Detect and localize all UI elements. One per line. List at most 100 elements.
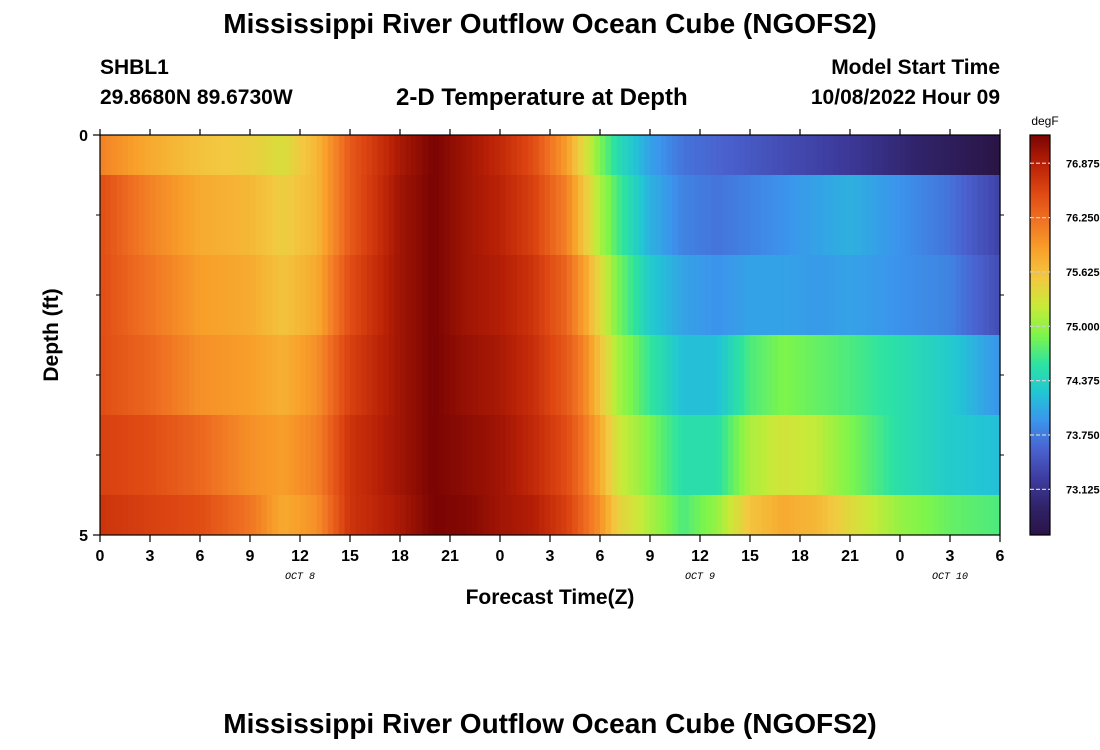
heatmap-cell — [133, 495, 140, 536]
heatmap-cell — [500, 175, 507, 256]
heatmap-cell — [416, 135, 423, 176]
heatmap-cell — [883, 335, 890, 416]
heatmap-cell — [733, 135, 740, 176]
heatmap-cell — [255, 415, 262, 496]
heatmap-cell — [372, 175, 379, 256]
heatmap-cell — [350, 175, 357, 256]
heatmap-cell — [533, 255, 540, 336]
heatmap-cell — [911, 335, 918, 416]
heatmap-cell — [255, 255, 262, 336]
heatmap-cell — [305, 495, 312, 536]
heatmap-cell — [822, 255, 829, 336]
heatmap-cell — [916, 135, 923, 176]
x-tick-label: 9 — [646, 548, 655, 565]
heatmap-cell — [277, 495, 284, 536]
heatmap-cell — [844, 335, 851, 416]
heatmap-cell — [977, 135, 984, 176]
heatmap-cell — [444, 335, 451, 416]
heatmap-cell — [433, 415, 440, 496]
heatmap-cell — [961, 495, 968, 536]
heatmap-cell — [238, 415, 246, 496]
heatmap-cell — [688, 495, 696, 536]
heatmap-cell — [416, 495, 423, 536]
heatmap-cell — [766, 495, 773, 536]
heatmap-cell — [322, 175, 329, 256]
heatmap-cell — [444, 495, 451, 536]
heatmap-cell — [722, 335, 729, 416]
heatmap-cell — [311, 495, 318, 536]
heatmap-cell — [661, 495, 668, 536]
x-tick-label: 0 — [496, 548, 505, 565]
heatmap-cell — [444, 135, 451, 176]
x-tick-label: 6 — [596, 548, 605, 565]
heatmap-cell — [772, 175, 779, 256]
heatmap-cell — [561, 495, 568, 536]
heatmap-cell — [327, 175, 334, 256]
heatmap-cell — [177, 255, 184, 336]
heatmap-cell — [727, 255, 734, 336]
heatmap-cell — [861, 135, 868, 176]
heatmap-cell — [944, 135, 951, 176]
heatmap-cell — [877, 495, 884, 536]
heatmap-cell — [616, 335, 623, 416]
heatmap-cell — [805, 255, 812, 336]
heatmap-cell — [933, 335, 940, 416]
heatmap-cell — [611, 495, 618, 536]
chart-title: Mississippi River Outflow Ocean Cube (NG… — [223, 8, 877, 39]
heatmap-cell — [850, 415, 857, 496]
heatmap-cell — [677, 495, 684, 536]
heatmap-cell — [705, 175, 712, 256]
heatmap-cell — [261, 255, 268, 336]
heatmap-cell — [533, 495, 540, 536]
heatmap-cell — [938, 335, 946, 416]
heatmap-cell — [377, 255, 384, 336]
heatmap-cell — [638, 135, 646, 176]
heatmap-cell — [666, 495, 673, 536]
heatmap-cell — [622, 335, 629, 416]
heatmap-cell — [122, 175, 129, 256]
heatmap-cell — [388, 255, 396, 336]
heatmap-cell — [166, 255, 173, 336]
x-tick-label: 15 — [341, 548, 359, 565]
heatmap-cell — [433, 255, 440, 336]
heatmap-cell — [633, 255, 640, 336]
heatmap-cell — [816, 175, 823, 256]
heatmap-cell — [622, 135, 629, 176]
heatmap-cell — [894, 335, 901, 416]
heatmap-cell — [794, 335, 801, 416]
x-tick-label: 12 — [291, 548, 309, 565]
heatmap-cell — [755, 495, 762, 536]
heatmap-cell — [133, 335, 140, 416]
heatmap-cell — [561, 175, 568, 256]
heatmap-cell — [877, 175, 884, 256]
heatmap-cell — [188, 135, 196, 176]
heatmap-cell — [161, 135, 168, 176]
heatmap-cell — [944, 255, 951, 336]
heatmap-cell — [361, 175, 368, 256]
heatmap-cell — [555, 335, 562, 416]
heatmap-cell — [611, 415, 618, 496]
heatmap-cell — [550, 175, 557, 256]
heatmap-cell — [566, 335, 573, 416]
heatmap-cell — [833, 175, 840, 256]
heatmap-cell — [572, 175, 579, 256]
heatmap-cell — [144, 135, 151, 176]
heatmap-cell — [477, 415, 484, 496]
heatmap-cell — [816, 255, 823, 336]
heatmap-cell — [450, 135, 457, 176]
heatmap-cell — [750, 255, 757, 336]
heatmap-cell — [988, 335, 996, 416]
heatmap-cell — [894, 135, 901, 176]
heatmap-cell — [577, 415, 584, 496]
heatmap-cell — [300, 135, 307, 176]
heatmap-cell — [700, 495, 707, 536]
heatmap-cell — [261, 495, 268, 536]
heatmap-cell — [788, 495, 796, 536]
heatmap-cell — [383, 495, 390, 536]
heatmap-cell — [300, 495, 307, 536]
heatmap-cell — [933, 415, 940, 496]
heatmap-cell — [955, 255, 962, 336]
heatmap-cell — [100, 255, 107, 336]
heatmap-cell — [138, 335, 146, 416]
heatmap-cell — [777, 255, 784, 336]
